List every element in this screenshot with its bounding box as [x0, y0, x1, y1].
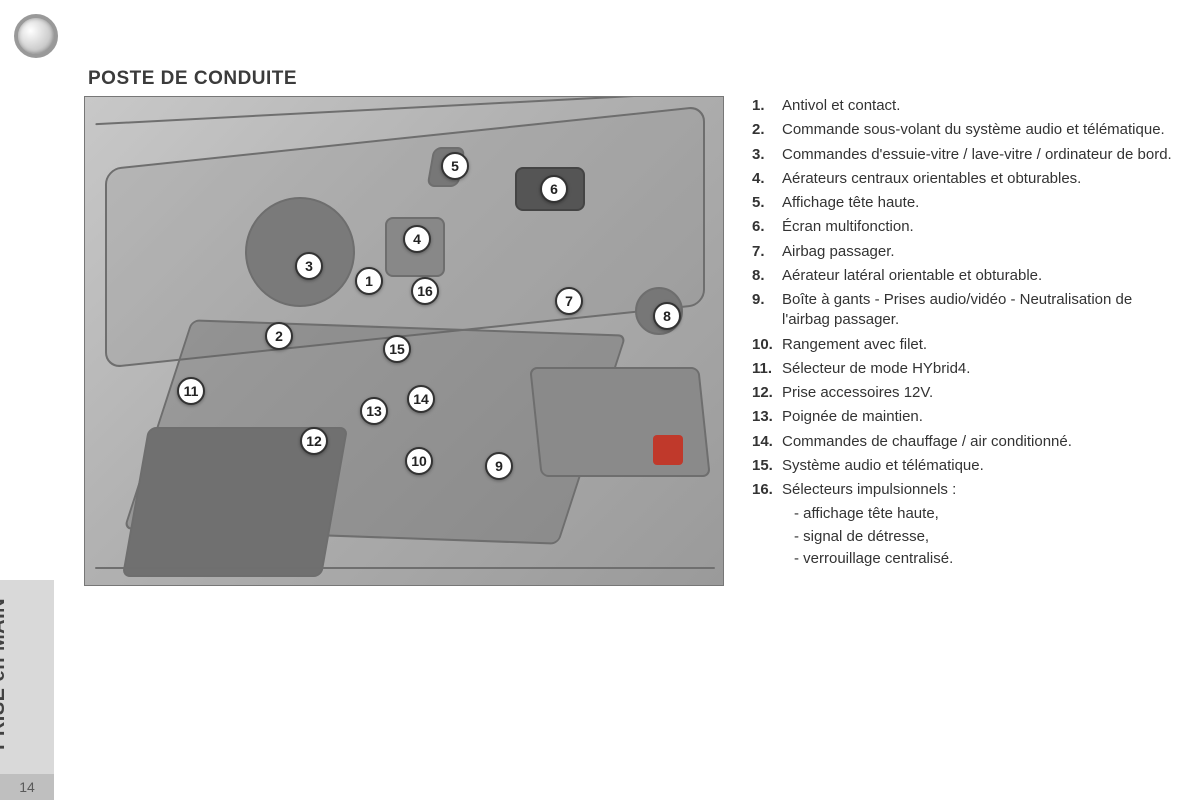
- legend-number: 1.: [752, 96, 782, 116]
- callout-3: 3: [295, 252, 323, 280]
- callout-16: 16: [411, 277, 439, 305]
- legend-text: Écran multifonction.: [782, 217, 1172, 237]
- legend-item: 5.Affichage tête haute.: [752, 193, 1172, 213]
- legend-number: 8.: [752, 266, 782, 286]
- legend-number: 13.: [752, 407, 782, 427]
- legend-item: 3.Commandes d'essuie-vitre / lave-vitre …: [752, 145, 1172, 165]
- callout-8: 8: [653, 302, 681, 330]
- legend-number: 5.: [752, 193, 782, 213]
- legend-number: 15.: [752, 456, 782, 476]
- legend-text: Commande sous-volant du système audio et…: [782, 120, 1172, 140]
- callout-15: 15: [383, 335, 411, 363]
- callout-12: 12: [300, 427, 328, 455]
- callout-5: 5: [441, 152, 469, 180]
- legend-text: Boîte à gants - Prises audio/vidéo - Neu…: [782, 290, 1172, 331]
- legend-number: 12.: [752, 383, 782, 403]
- callout-11: 11: [177, 377, 205, 405]
- legend-number: 14.: [752, 432, 782, 452]
- dashboard-diagram: 12345678910111213141516: [84, 96, 724, 586]
- legend-item: 14.Commandes de chauffage / air conditio…: [752, 432, 1172, 452]
- legend-number: 16.: [752, 480, 782, 500]
- legend-number: 9.: [752, 290, 782, 331]
- legend-number: 3.: [752, 145, 782, 165]
- legend-item: 12.Prise accessoires 12V.: [752, 383, 1172, 403]
- legend-subitem: - signal de détresse,: [752, 527, 1172, 547]
- legend-item: 15.Système audio et télématique.: [752, 456, 1172, 476]
- legend-text: Airbag passager.: [782, 242, 1172, 262]
- legend-item: 10.Rangement avec filet.: [752, 335, 1172, 355]
- brand-ring-icon: [14, 14, 58, 58]
- legend-item: 6.Écran multifonction.: [752, 217, 1172, 237]
- section-label: PRISE en MAIN: [0, 598, 10, 750]
- legend-item: 7.Airbag passager.: [752, 242, 1172, 262]
- legend-text: Affichage tête haute.: [782, 193, 1172, 213]
- legend-item: 9.Boîte à gants - Prises audio/vidéo - N…: [752, 290, 1172, 331]
- legend-text: Commandes d'essuie-vitre / lave-vitre / …: [782, 145, 1172, 165]
- legend-subitem: - affichage tête haute,: [752, 504, 1172, 524]
- callout-9: 9: [485, 452, 513, 480]
- legend-list: 1.Antivol et contact.2.Commande sous-vol…: [752, 96, 1172, 571]
- callout-14: 14: [407, 385, 435, 413]
- legend-text: Commandes de chauffage / air conditionné…: [782, 432, 1172, 452]
- legend-item: 13.Poignée de maintien.: [752, 407, 1172, 427]
- airbag-warning-icon: [653, 435, 683, 465]
- legend-item: 8.Aérateur latéral orientable et obturab…: [752, 266, 1172, 286]
- legend-item: 11.Sélecteur de mode HYbrid4.: [752, 359, 1172, 379]
- legend-text: Poignée de maintien.: [782, 407, 1172, 427]
- legend-item: 1.Antivol et contact.: [752, 96, 1172, 116]
- page-title: POSTE DE CONDUITE: [88, 68, 297, 90]
- legend-item: 2.Commande sous-volant du système audio …: [752, 120, 1172, 140]
- callout-4: 4: [403, 225, 431, 253]
- legend-text: Système audio et télématique.: [782, 456, 1172, 476]
- callout-7: 7: [555, 287, 583, 315]
- legend-number: 11.: [752, 359, 782, 379]
- callout-2: 2: [265, 322, 293, 350]
- callout-13: 13: [360, 397, 388, 425]
- legend-number: 6.: [752, 217, 782, 237]
- callout-1: 1: [355, 267, 383, 295]
- legend-number: 4.: [752, 169, 782, 189]
- legend-subitem: - verrouillage centralisé.: [752, 549, 1172, 569]
- legend-item: 4.Aérateurs centraux orientables et obtu…: [752, 169, 1172, 189]
- page-number: 14: [0, 774, 54, 800]
- legend-text: Prise accessoires 12V.: [782, 383, 1172, 403]
- legend-text: Aérateur latéral orientable et obturable…: [782, 266, 1172, 286]
- legend-text: Rangement avec filet.: [782, 335, 1172, 355]
- legend-number: 10.: [752, 335, 782, 355]
- callout-6: 6: [540, 175, 568, 203]
- legend-number: 2.: [752, 120, 782, 140]
- callout-10: 10: [405, 447, 433, 475]
- legend-text: Sélecteurs impulsionnels :: [782, 480, 1172, 500]
- legend-text: Sélecteur de mode HYbrid4.: [782, 359, 1172, 379]
- legend-item: 16.Sélecteurs impulsionnels :: [752, 480, 1172, 500]
- legend-text: Antivol et contact.: [782, 96, 1172, 116]
- legend-text: Aérateurs centraux orientables et obtura…: [782, 169, 1172, 189]
- legend-number: 7.: [752, 242, 782, 262]
